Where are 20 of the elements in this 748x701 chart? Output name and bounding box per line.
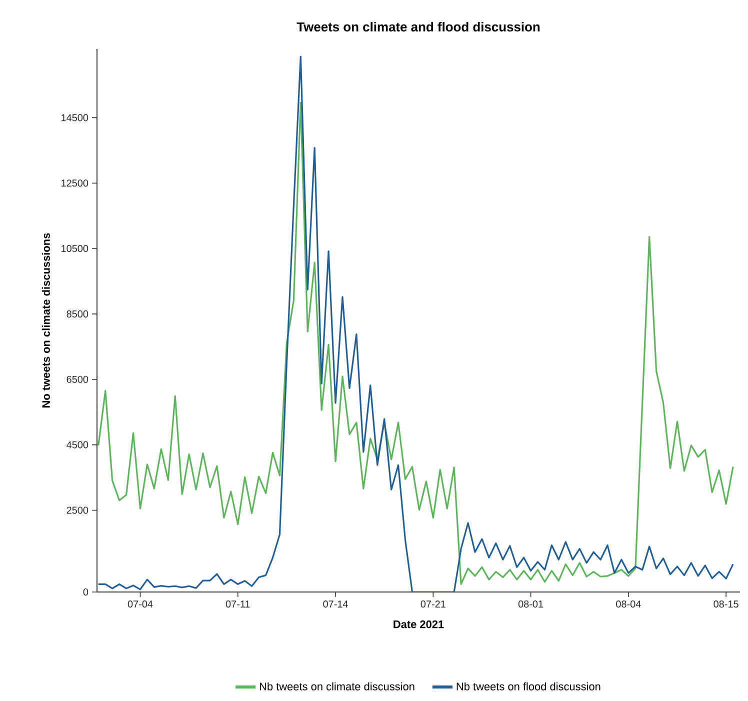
x-tick-label: 07-14 (323, 600, 348, 608)
x-tick-label: 08-15 (714, 600, 738, 608)
y-tick-label: 14500 (62, 114, 88, 122)
y-tick-label: 10500 (62, 245, 88, 252)
y-tick-label: 8500 (66, 310, 88, 318)
x-tick-label: 07-04 (128, 600, 153, 608)
x-tick-label: 07-11 (226, 600, 250, 608)
x-tick-label: 08-01 (518, 600, 544, 608)
y-tick-label: 12500 (62, 180, 88, 187)
legend-label: Nb tweets on climate discussion (260, 682, 414, 690)
y-tick-label: 2500 (66, 506, 88, 514)
y-tick-label: 4500 (66, 441, 88, 448)
x-tick-label: 08-04 (616, 600, 641, 608)
chart-title: Tweets on climate and flood discussion (296, 22, 540, 32)
x-tick-label: 07-21 (420, 600, 446, 608)
legend-label: Nb tweets on flood discussion (456, 682, 600, 690)
y-tick-label: 0 (83, 588, 88, 596)
y-axis-title: No tweets on climate discussions (42, 233, 50, 408)
y-tick-label: 6500 (66, 376, 88, 383)
x-axis-title: Date 2021 (394, 620, 444, 628)
